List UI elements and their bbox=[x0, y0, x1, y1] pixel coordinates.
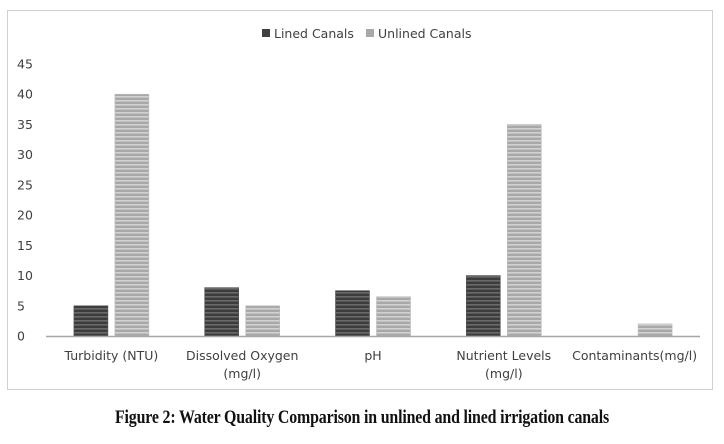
bar-unlined-canals-0 bbox=[114, 93, 150, 337]
x-tick-label: pH bbox=[364, 348, 381, 363]
y-tick-label: 15 bbox=[17, 238, 33, 253]
bar-lined-canals-0 bbox=[73, 305, 109, 337]
bar-unlined-canals-4 bbox=[637, 323, 673, 337]
x-tick-label: Nutrient Levels bbox=[456, 348, 551, 363]
x-axis: Turbidity (NTU) Dissolved Oxygen (mg/l) pH N… bbox=[64, 348, 698, 381]
y-tick-label: 0 bbox=[17, 329, 25, 344]
bars bbox=[73, 93, 673, 337]
y-tick-label: 20 bbox=[17, 208, 33, 223]
y-axis: 0 5 10 15 20 25 30 35 40 45 bbox=[17, 57, 33, 344]
y-tick-label: 5 bbox=[17, 298, 25, 313]
y-tick-label: 30 bbox=[17, 147, 33, 162]
legend-swatch-icon bbox=[366, 29, 374, 37]
y-tick-label: 35 bbox=[17, 117, 33, 132]
legend: Lined Canals Unlined Canals bbox=[262, 26, 472, 41]
legend-swatch-icon bbox=[262, 29, 270, 37]
bar-chart: Lined Canals Unlined Canals 0 5 10 15 20 25 30 3… bbox=[17, 26, 700, 381]
bar-unlined-canals-3 bbox=[506, 124, 542, 337]
y-tick-label: 40 bbox=[17, 87, 33, 102]
bar-unlined-canals-2 bbox=[376, 296, 411, 337]
legend-item: Lined Canals bbox=[262, 26, 354, 41]
legend-label: Unlined Canals bbox=[378, 26, 472, 41]
bar-lined-canals-3 bbox=[465, 275, 501, 337]
bar-unlined-canals-1 bbox=[245, 305, 280, 337]
y-tick-label: 45 bbox=[17, 57, 33, 72]
x-tick-label: Turbidity (NTU) bbox=[64, 348, 159, 363]
bar-lined-canals-1 bbox=[204, 287, 239, 337]
x-tick-label: Contaminants(mg/l) bbox=[572, 348, 697, 363]
x-tick-label: (mg/l) bbox=[485, 366, 523, 381]
y-tick-label: 10 bbox=[17, 268, 33, 283]
x-tick-label: Dissolved Oxygen bbox=[186, 348, 298, 363]
y-tick-label: 25 bbox=[17, 177, 33, 192]
bar-lined-canals-2 bbox=[335, 290, 370, 337]
figure-caption: Figure 2: Water Quality Comparison in un… bbox=[115, 408, 609, 428]
x-tick-label: (mg/l) bbox=[223, 366, 261, 381]
legend-item: Unlined Canals bbox=[366, 26, 472, 41]
legend-label: Lined Canals bbox=[274, 26, 354, 41]
